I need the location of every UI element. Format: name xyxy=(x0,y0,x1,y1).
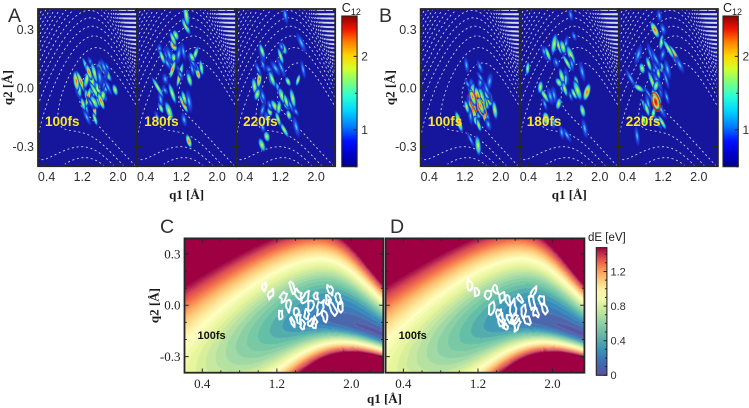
svg-text:0.4: 0.4 xyxy=(611,336,626,348)
svg-text:0.0: 0.0 xyxy=(164,298,180,313)
svg-text:2.0: 2.0 xyxy=(208,170,225,184)
svg-text:B: B xyxy=(379,5,392,27)
svg-text:100fs: 100fs xyxy=(399,330,427,342)
svg-text:q1 [Å]: q1 [Å] xyxy=(169,187,204,202)
svg-text:1.2: 1.2 xyxy=(269,376,285,391)
svg-text:q1 [Å]: q1 [Å] xyxy=(367,391,402,406)
svg-text:2.0: 2.0 xyxy=(492,170,509,184)
svg-text:0.4: 0.4 xyxy=(619,170,636,184)
svg-text:0.0: 0.0 xyxy=(399,82,416,96)
svg-text:1.2: 1.2 xyxy=(611,266,626,278)
svg-text:q2 [Å]: q2 [Å] xyxy=(383,70,398,105)
svg-text:0: 0 xyxy=(611,370,617,382)
svg-text:2: 2 xyxy=(361,49,368,63)
svg-text:0.4: 0.4 xyxy=(137,170,154,184)
svg-text:180fs: 180fs xyxy=(527,114,562,129)
svg-text:1.2: 1.2 xyxy=(456,170,473,184)
svg-text:2.0: 2.0 xyxy=(109,170,126,184)
svg-text:0.4: 0.4 xyxy=(395,376,412,391)
svg-text:1: 1 xyxy=(743,123,749,137)
svg-text:2: 2 xyxy=(743,49,749,63)
svg-text:0.3: 0.3 xyxy=(17,23,34,37)
svg-text:2.0: 2.0 xyxy=(591,170,608,184)
svg-text:2.0: 2.0 xyxy=(343,376,359,391)
svg-text:C: C xyxy=(160,216,174,238)
svg-text:0.4: 0.4 xyxy=(194,376,211,391)
svg-text:-0.3: -0.3 xyxy=(395,140,417,154)
svg-text:q2 [Å]: q2 [Å] xyxy=(0,70,15,105)
svg-text:1.2: 1.2 xyxy=(555,170,572,184)
svg-text:2.0: 2.0 xyxy=(307,170,324,184)
svg-text:0.8: 0.8 xyxy=(611,301,626,313)
svg-text:q1 [Å]: q1 [Å] xyxy=(552,187,587,202)
svg-text:100fs: 100fs xyxy=(428,114,463,129)
svg-text:0.4: 0.4 xyxy=(236,170,253,184)
svg-text:0.4: 0.4 xyxy=(520,170,537,184)
svg-text:A: A xyxy=(8,5,21,27)
svg-text:0.3: 0.3 xyxy=(399,23,416,37)
svg-text:100fs: 100fs xyxy=(198,330,226,342)
svg-text:0.4: 0.4 xyxy=(421,170,438,184)
svg-text:220fs: 220fs xyxy=(626,114,661,129)
svg-text:0.3: 0.3 xyxy=(164,246,180,261)
svg-text:q2 [Å]: q2 [Å] xyxy=(147,288,162,323)
svg-text:1: 1 xyxy=(361,123,368,137)
svg-text:2.0: 2.0 xyxy=(544,376,560,391)
svg-text:D: D xyxy=(390,216,404,238)
svg-text:2.0: 2.0 xyxy=(690,170,707,184)
svg-text:1.2: 1.2 xyxy=(173,170,190,184)
svg-text:1.2: 1.2 xyxy=(272,170,289,184)
svg-text:1.2: 1.2 xyxy=(470,376,486,391)
svg-text:-0.3: -0.3 xyxy=(12,140,34,154)
svg-text:0.0: 0.0 xyxy=(17,82,34,96)
svg-text:180fs: 180fs xyxy=(144,114,179,129)
svg-text:-0.3: -0.3 xyxy=(160,349,181,364)
svg-text:220fs: 220fs xyxy=(243,114,278,129)
svg-text:dE [eV]: dE [eV] xyxy=(588,232,626,244)
svg-text:0.4: 0.4 xyxy=(38,170,55,184)
svg-text:1.2: 1.2 xyxy=(74,170,91,184)
svg-text:1.2: 1.2 xyxy=(654,170,671,184)
svg-text:100fs: 100fs xyxy=(45,114,80,129)
